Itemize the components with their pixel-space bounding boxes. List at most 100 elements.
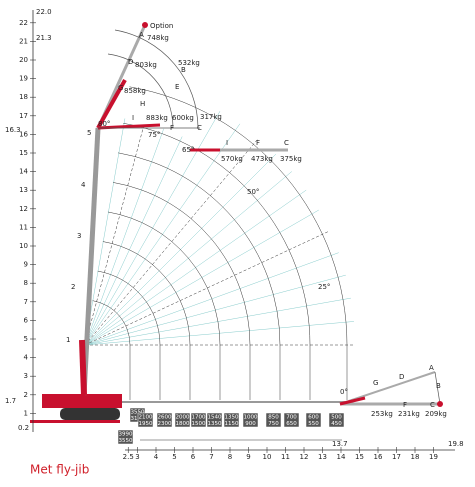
load-box-bg <box>190 412 207 428</box>
load-box-bg <box>117 429 134 445</box>
arc <box>113 182 251 400</box>
point: G <box>373 379 378 387</box>
arc <box>102 241 191 400</box>
load: 209kg <box>425 410 447 418</box>
arc <box>129 86 348 400</box>
point: A <box>429 364 434 372</box>
load-box-bottom: 1800 <box>176 421 190 427</box>
load: 858kg <box>124 87 146 95</box>
radial-line <box>84 118 126 346</box>
y-tick-label: 19 <box>19 75 28 83</box>
load-box-top: 2100 <box>139 415 153 421</box>
load-box-bottom: 650 <box>286 421 297 427</box>
y-tick-label: 2 <box>24 391 28 399</box>
load-box-bg <box>206 412 223 428</box>
arc <box>97 270 161 400</box>
x-tick-label: 3 <box>135 453 139 461</box>
y-tick-label: 11 <box>19 223 28 231</box>
mast <box>81 127 101 396</box>
point: E <box>175 83 179 91</box>
load-box-bg <box>137 412 154 428</box>
load: 253kg <box>371 410 393 418</box>
x-extra: 13.7 <box>332 440 348 448</box>
load-box-bottom: 1500 <box>192 421 206 427</box>
angle: 25° <box>318 283 330 291</box>
crane-body <box>42 394 122 408</box>
load-box-top: 700 <box>286 415 297 421</box>
load: 600kg <box>172 114 194 122</box>
load: 317kg <box>200 113 222 121</box>
load-box-bg <box>156 412 173 428</box>
radial-line <box>84 122 145 346</box>
x-tick-label: 10 <box>263 453 272 461</box>
y-extra: 1.7 <box>5 397 16 405</box>
load-box-top: 1700 <box>192 415 206 421</box>
load: 231kg <box>398 410 420 418</box>
load-box-bg <box>223 412 240 428</box>
load-box-bg <box>242 412 259 428</box>
load-box-bottom: 750 <box>268 421 279 427</box>
x-tick-label: 5 <box>172 453 176 461</box>
y-tick-label: 20 <box>19 56 28 64</box>
load-box-bg <box>174 412 191 428</box>
y-tick-label: 13 <box>19 186 28 194</box>
arc <box>123 123 311 400</box>
load-box-bottom: 3550 <box>119 438 133 444</box>
y-tick-label: 10 <box>19 242 28 250</box>
mast-base <box>79 339 87 396</box>
y-extra: 22.0 <box>36 8 52 16</box>
arc <box>92 300 131 400</box>
load-box-bottom: 1350 <box>208 421 222 427</box>
load-box-top: 1540 <box>208 415 222 421</box>
y-tick-label: 17 <box>19 112 28 120</box>
load-box-top: 2600 <box>158 415 172 421</box>
point: B <box>436 382 441 390</box>
point: D <box>128 58 133 66</box>
outrigger <box>30 420 120 423</box>
arc <box>107 211 221 400</box>
load-box-bottom: 550 <box>308 421 319 427</box>
point: I <box>132 114 134 122</box>
x-tick-label: 15 <box>355 453 364 461</box>
point: F <box>403 401 407 409</box>
x-tick-label: 4 <box>154 453 159 461</box>
y-tick-label: 8 <box>24 279 28 287</box>
load-box-bottom: 450 <box>331 421 342 427</box>
load-box-top: 1350 <box>225 415 239 421</box>
mast-point: 2 <box>71 283 75 291</box>
y-tick-label: 22 <box>19 19 28 27</box>
load: 375kg <box>280 155 302 163</box>
load-box-bg <box>305 412 322 428</box>
y-tick-label: 9 <box>24 261 28 269</box>
radial-line <box>84 128 164 346</box>
point: C <box>284 139 289 147</box>
y-tick-label: 12 <box>19 205 28 213</box>
angle: 0° <box>340 388 348 396</box>
load: 748kg <box>147 34 169 42</box>
y-tick-label: 16 <box>19 130 28 138</box>
x-tick-label: 12 <box>300 453 309 461</box>
load-box-bg <box>283 412 300 428</box>
x-tick-label: 19 <box>429 453 438 461</box>
x-tick-label: 7 <box>209 453 213 461</box>
angle: 80° <box>98 120 110 128</box>
x-tick-label: 2.5 <box>123 453 134 461</box>
load-box-top: 1000 <box>244 415 258 421</box>
arc <box>118 152 281 400</box>
load-box-bottom: 1150 <box>225 421 239 427</box>
point: C <box>197 124 202 132</box>
point: D <box>399 373 404 381</box>
load: 473kg <box>251 155 273 163</box>
load-box-top: 3990 <box>119 432 133 438</box>
load-box-top: 600 <box>308 415 319 421</box>
